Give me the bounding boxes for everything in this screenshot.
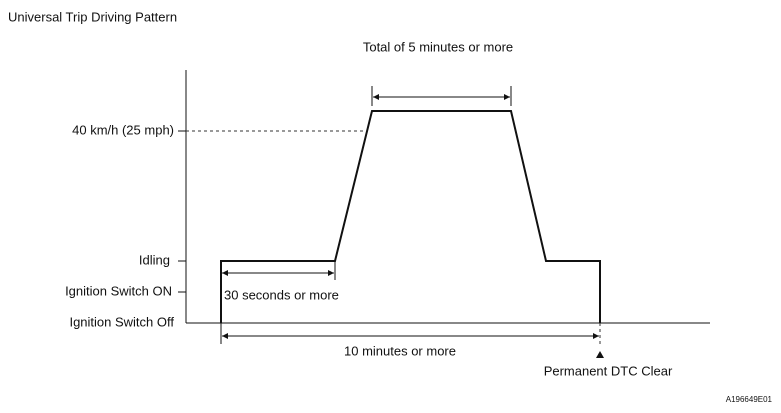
- annotation: Permanent DTC Clear: [544, 363, 673, 378]
- marker-triangle: [596, 351, 604, 358]
- level-label: 40 km/h (25 mph): [72, 122, 174, 137]
- annotation: 30 seconds or more: [224, 287, 339, 302]
- title: Universal Trip Driving Pattern: [8, 9, 177, 24]
- figure-id: A196649E01: [726, 395, 773, 404]
- level-label: Ignition Switch Off: [69, 314, 174, 329]
- annotation: Total of 5 minutes or more: [363, 39, 513, 54]
- level-label: Ignition Switch ON: [65, 283, 172, 298]
- level-label: Idling: [139, 252, 170, 267]
- annotation: 10 minutes or more: [344, 343, 456, 358]
- driving-trace: [220, 110, 601, 323]
